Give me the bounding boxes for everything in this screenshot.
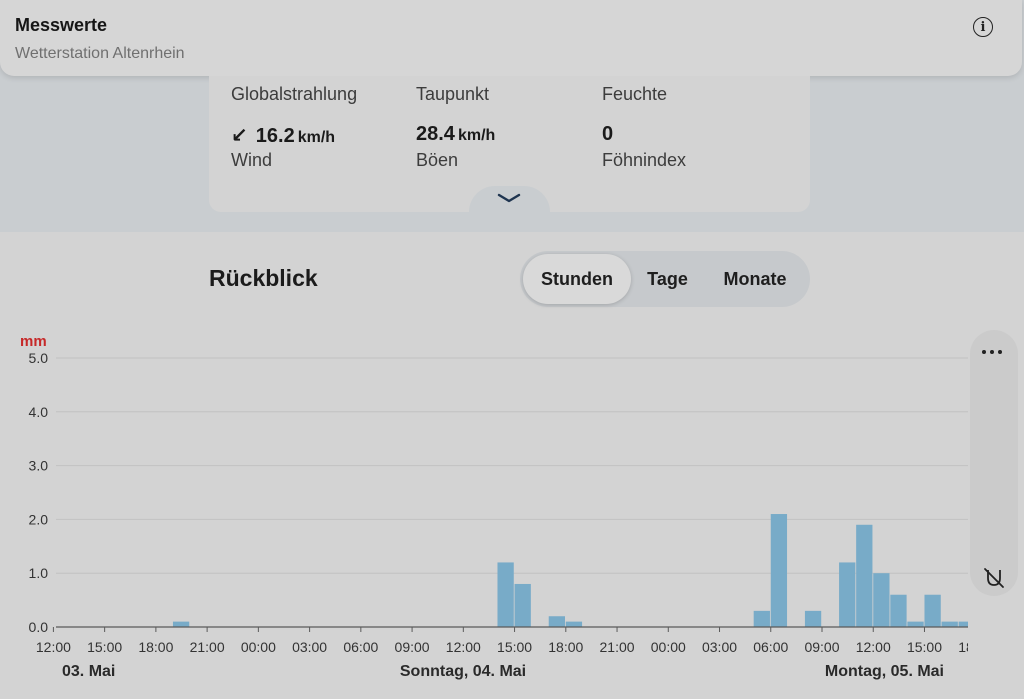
x-tick-label: 06:00	[753, 639, 788, 655]
more-icon[interactable]	[982, 350, 1002, 354]
data-bar	[753, 610, 770, 627]
data-bar	[839, 562, 856, 627]
data-bar	[856, 524, 873, 627]
x-tick-label: 18:00	[138, 639, 173, 655]
chevron-down-icon	[497, 193, 521, 203]
precipitation-chart: 0.0 1.0 2.0 3.0 4.0 5.0mm 12:00 15:00 18:00 21:00…	[20, 333, 968, 680]
wind-value: ↙ 16.2 km/h	[231, 125, 336, 147]
hide-icon[interactable]	[982, 566, 1006, 590]
x-tick-label: 15:00	[497, 639, 532, 655]
data-bar	[172, 621, 190, 627]
x-tick-label: 12:00	[446, 639, 481, 655]
data-bar	[873, 573, 890, 627]
y-tick-label: 4.0	[29, 404, 49, 420]
wind-direction-icon: ↙	[231, 125, 248, 147]
x-tick-label: 18:00	[548, 639, 583, 655]
app-header: Messwerte Wetterstation Altenrhein i	[0, 0, 1022, 76]
label-dew-point: Taupunkt	[416, 84, 490, 104]
x-tick-label: 00:00	[651, 639, 686, 655]
data-bar	[924, 594, 941, 627]
x-tick-label: 12:00	[856, 639, 891, 655]
label-humidity: Feuchte	[602, 84, 668, 104]
day-label: Sonntag, 04. Mai	[400, 663, 526, 680]
x-tick-label: 15:00	[907, 639, 942, 655]
tab-days[interactable]: Tage	[647, 269, 688, 289]
x-tick-label: 18:00	[958, 639, 968, 655]
review-title: Rückblick	[209, 265, 318, 291]
expand-button[interactable]	[469, 186, 550, 212]
y-tick-label: 5.0	[29, 350, 49, 366]
y-tick-label: 1.0	[29, 565, 49, 581]
data-bar	[941, 621, 958, 627]
foehn-value: 0	[602, 123, 614, 145]
x-tick-label: 09:00	[804, 639, 839, 655]
wind-label: Wind	[231, 150, 273, 170]
y-axis-unit: mm	[20, 333, 47, 350]
foehn-label: Föhnindex	[602, 150, 687, 170]
measurements-card: Globalstrahlung Taupunkt Feuchte ↙ 16.2 km…	[209, 76, 810, 212]
data-bar	[907, 621, 924, 627]
y-tick-label: 3.0	[29, 458, 49, 474]
x-tick-label: 21:00	[190, 639, 225, 655]
data-bar	[958, 621, 968, 627]
station-name: Wetterstation Altenrhein	[15, 45, 185, 62]
y-tick-label: 2.0	[29, 511, 49, 527]
data-bar	[770, 514, 788, 627]
x-tick-label: 00:00	[241, 639, 276, 655]
day-label: 03. Mai	[62, 663, 115, 680]
gusts-label: Böen	[416, 150, 459, 170]
tab-months[interactable]: Monate	[723, 269, 787, 289]
x-tick-label: 12:00	[36, 639, 71, 655]
x-tick-label: 03:00	[292, 639, 327, 655]
x-tick-label: 03:00	[702, 639, 737, 655]
tab-hours[interactable]: Stunden	[523, 254, 631, 304]
day-label: Montag, 05. Mai	[825, 663, 944, 680]
data-bar	[514, 583, 531, 627]
data-bar	[548, 616, 565, 627]
x-tick-label: 06:00	[343, 639, 378, 655]
info-icon[interactable]: i	[973, 17, 993, 37]
period-selector: Stunden Tage Monate	[520, 251, 810, 307]
chart-side-panel	[970, 330, 1018, 596]
y-tick-label: 0.0	[29, 619, 49, 635]
gusts-value: 28.4 km/h	[416, 123, 496, 145]
data-bar	[565, 621, 583, 627]
data-bar	[890, 594, 907, 627]
x-tick-label: 21:00	[600, 639, 635, 655]
label-global-radiation: Globalstrahlung	[231, 84, 358, 104]
data-bar	[497, 562, 514, 627]
x-tick-label: 09:00	[395, 639, 430, 655]
data-bar	[804, 610, 822, 627]
x-tick-label: 15:00	[87, 639, 122, 655]
page-title: Messwerte	[15, 15, 108, 35]
